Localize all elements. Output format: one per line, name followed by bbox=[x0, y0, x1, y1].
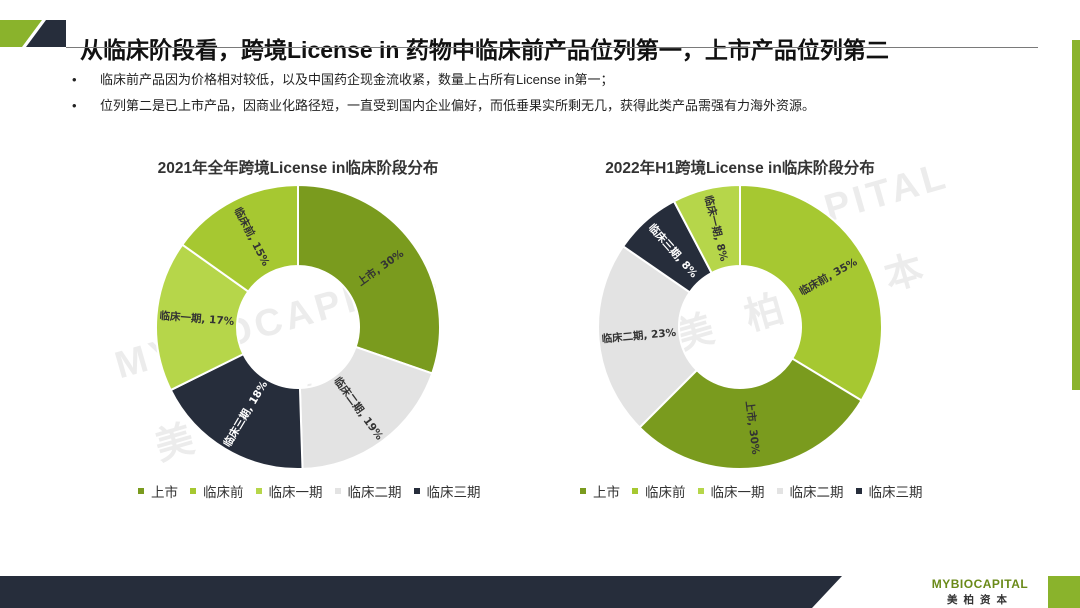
legend-item: 临床二期 bbox=[776, 481, 844, 501]
donut-slice bbox=[298, 345, 434, 470]
logo-text-en: MYBIOCAPITAL bbox=[931, 577, 1029, 591]
legend-label: 临床前 bbox=[645, 485, 686, 500]
legend-swatch bbox=[138, 488, 144, 494]
slice-label: 临床一期, 17% bbox=[159, 309, 235, 328]
footer-decoration bbox=[0, 576, 1080, 608]
legend-label: 临床前 bbox=[203, 485, 244, 500]
legend-label: 临床三期 bbox=[426, 485, 481, 500]
bullet-list: • 临床前产品因为价格相对较低，以及中国药企现金流收紧，数量上占所有Licens… bbox=[70, 70, 1030, 122]
footer-bar bbox=[0, 576, 1080, 608]
legend-label: 上市 bbox=[151, 485, 178, 500]
donut-slice bbox=[638, 357, 863, 470]
right-accent-bar bbox=[1072, 40, 1080, 390]
legend-label: 临床一期 bbox=[710, 485, 765, 500]
legend-label: 临床三期 bbox=[868, 485, 923, 500]
legend-2022h1: 上市 临床前 临床一期 临床二期 临床三期 bbox=[580, 481, 923, 501]
bullet-text: 位列第二是已上市产品，因商业化路径短，一直受到国内企业偏好，而低垂果实所剩无几，… bbox=[100, 98, 816, 113]
legend-item: 临床前 bbox=[190, 481, 244, 501]
donut-slice bbox=[597, 244, 699, 429]
legend-2021: 上市 临床前 临床一期 临床二期 临床三期 bbox=[138, 481, 481, 501]
bullet-text: 临床前产品因为价格相对较低，以及中国药企现金流收紧，数量上占所有License … bbox=[100, 72, 614, 87]
bullet-item: • 位列第二是已上市产品，因商业化路径短，一直受到国内企业偏好，而低垂果实所剩无… bbox=[70, 96, 1030, 122]
title-underline bbox=[66, 47, 1038, 48]
title-bar-decoration bbox=[0, 20, 66, 47]
logo-text-cn: 美柏资本 bbox=[947, 594, 1013, 606]
legend-label: 上市 bbox=[593, 485, 620, 500]
company-logo: MYBIOCAPITAL 美柏资本 bbox=[930, 577, 1030, 607]
donut-slice bbox=[672, 183, 741, 275]
legend-item: 临床前 bbox=[632, 481, 686, 501]
legend-label: 临床二期 bbox=[789, 485, 844, 500]
legend-item: 临床二期 bbox=[334, 481, 402, 501]
donut-slice bbox=[169, 352, 304, 470]
bullet-item: • 临床前产品因为价格相对较低，以及中国药企现金流收紧，数量上占所有Licens… bbox=[70, 70, 1030, 96]
legend-item: 临床一期 bbox=[697, 481, 765, 501]
legend-item: 上市 bbox=[138, 481, 178, 501]
legend-swatch bbox=[855, 488, 862, 494]
chart-title-2022: 2022年H1跨境License in临床阶段分布 bbox=[605, 160, 875, 177]
legend-item: 上市 bbox=[580, 481, 620, 501]
donut-slice bbox=[180, 183, 299, 294]
chart-title-2021: 2021年全年跨境License in临床阶段分布 bbox=[157, 160, 439, 177]
legend-swatch bbox=[580, 488, 586, 494]
bullet-dot: • bbox=[72, 72, 77, 87]
legend-swatch bbox=[632, 488, 638, 494]
legend-swatch bbox=[697, 488, 704, 494]
legend-item: 临床一期 bbox=[255, 481, 323, 501]
title-bar: 从临床阶段看，跨境License in 药物中临床前产品位列第一，上市产品位列第… bbox=[0, 14, 1040, 63]
legend-swatch bbox=[334, 488, 341, 494]
donut-chart-2022h1: 临床前, 35%上市, 30%临床二期, 23%临床三期, 8% 临床一期, 8% bbox=[597, 183, 883, 470]
donut-slice bbox=[739, 183, 883, 402]
legend-item: 临床三期 bbox=[413, 481, 481, 501]
legend-swatch bbox=[413, 488, 420, 494]
legend-label: 临床一期 bbox=[268, 485, 323, 500]
legend-swatch bbox=[255, 488, 262, 494]
legend-swatch bbox=[776, 488, 783, 494]
page-title: 从临床阶段看，跨境License in 药物中临床前产品位列第一，上市产品位列第… bbox=[80, 37, 889, 63]
donut-chart-2021: 上市, 30%临床二期, 19%临床三期, 18%临床一期, 17%临床前, 1… bbox=[155, 183, 441, 470]
donut-slice bbox=[155, 243, 250, 392]
legend-label: 临床二期 bbox=[347, 485, 402, 500]
bullet-dot: • bbox=[72, 98, 77, 113]
donut-slice bbox=[297, 183, 441, 375]
legend-item: 临床三期 bbox=[855, 481, 923, 501]
legend-swatch bbox=[190, 488, 196, 494]
